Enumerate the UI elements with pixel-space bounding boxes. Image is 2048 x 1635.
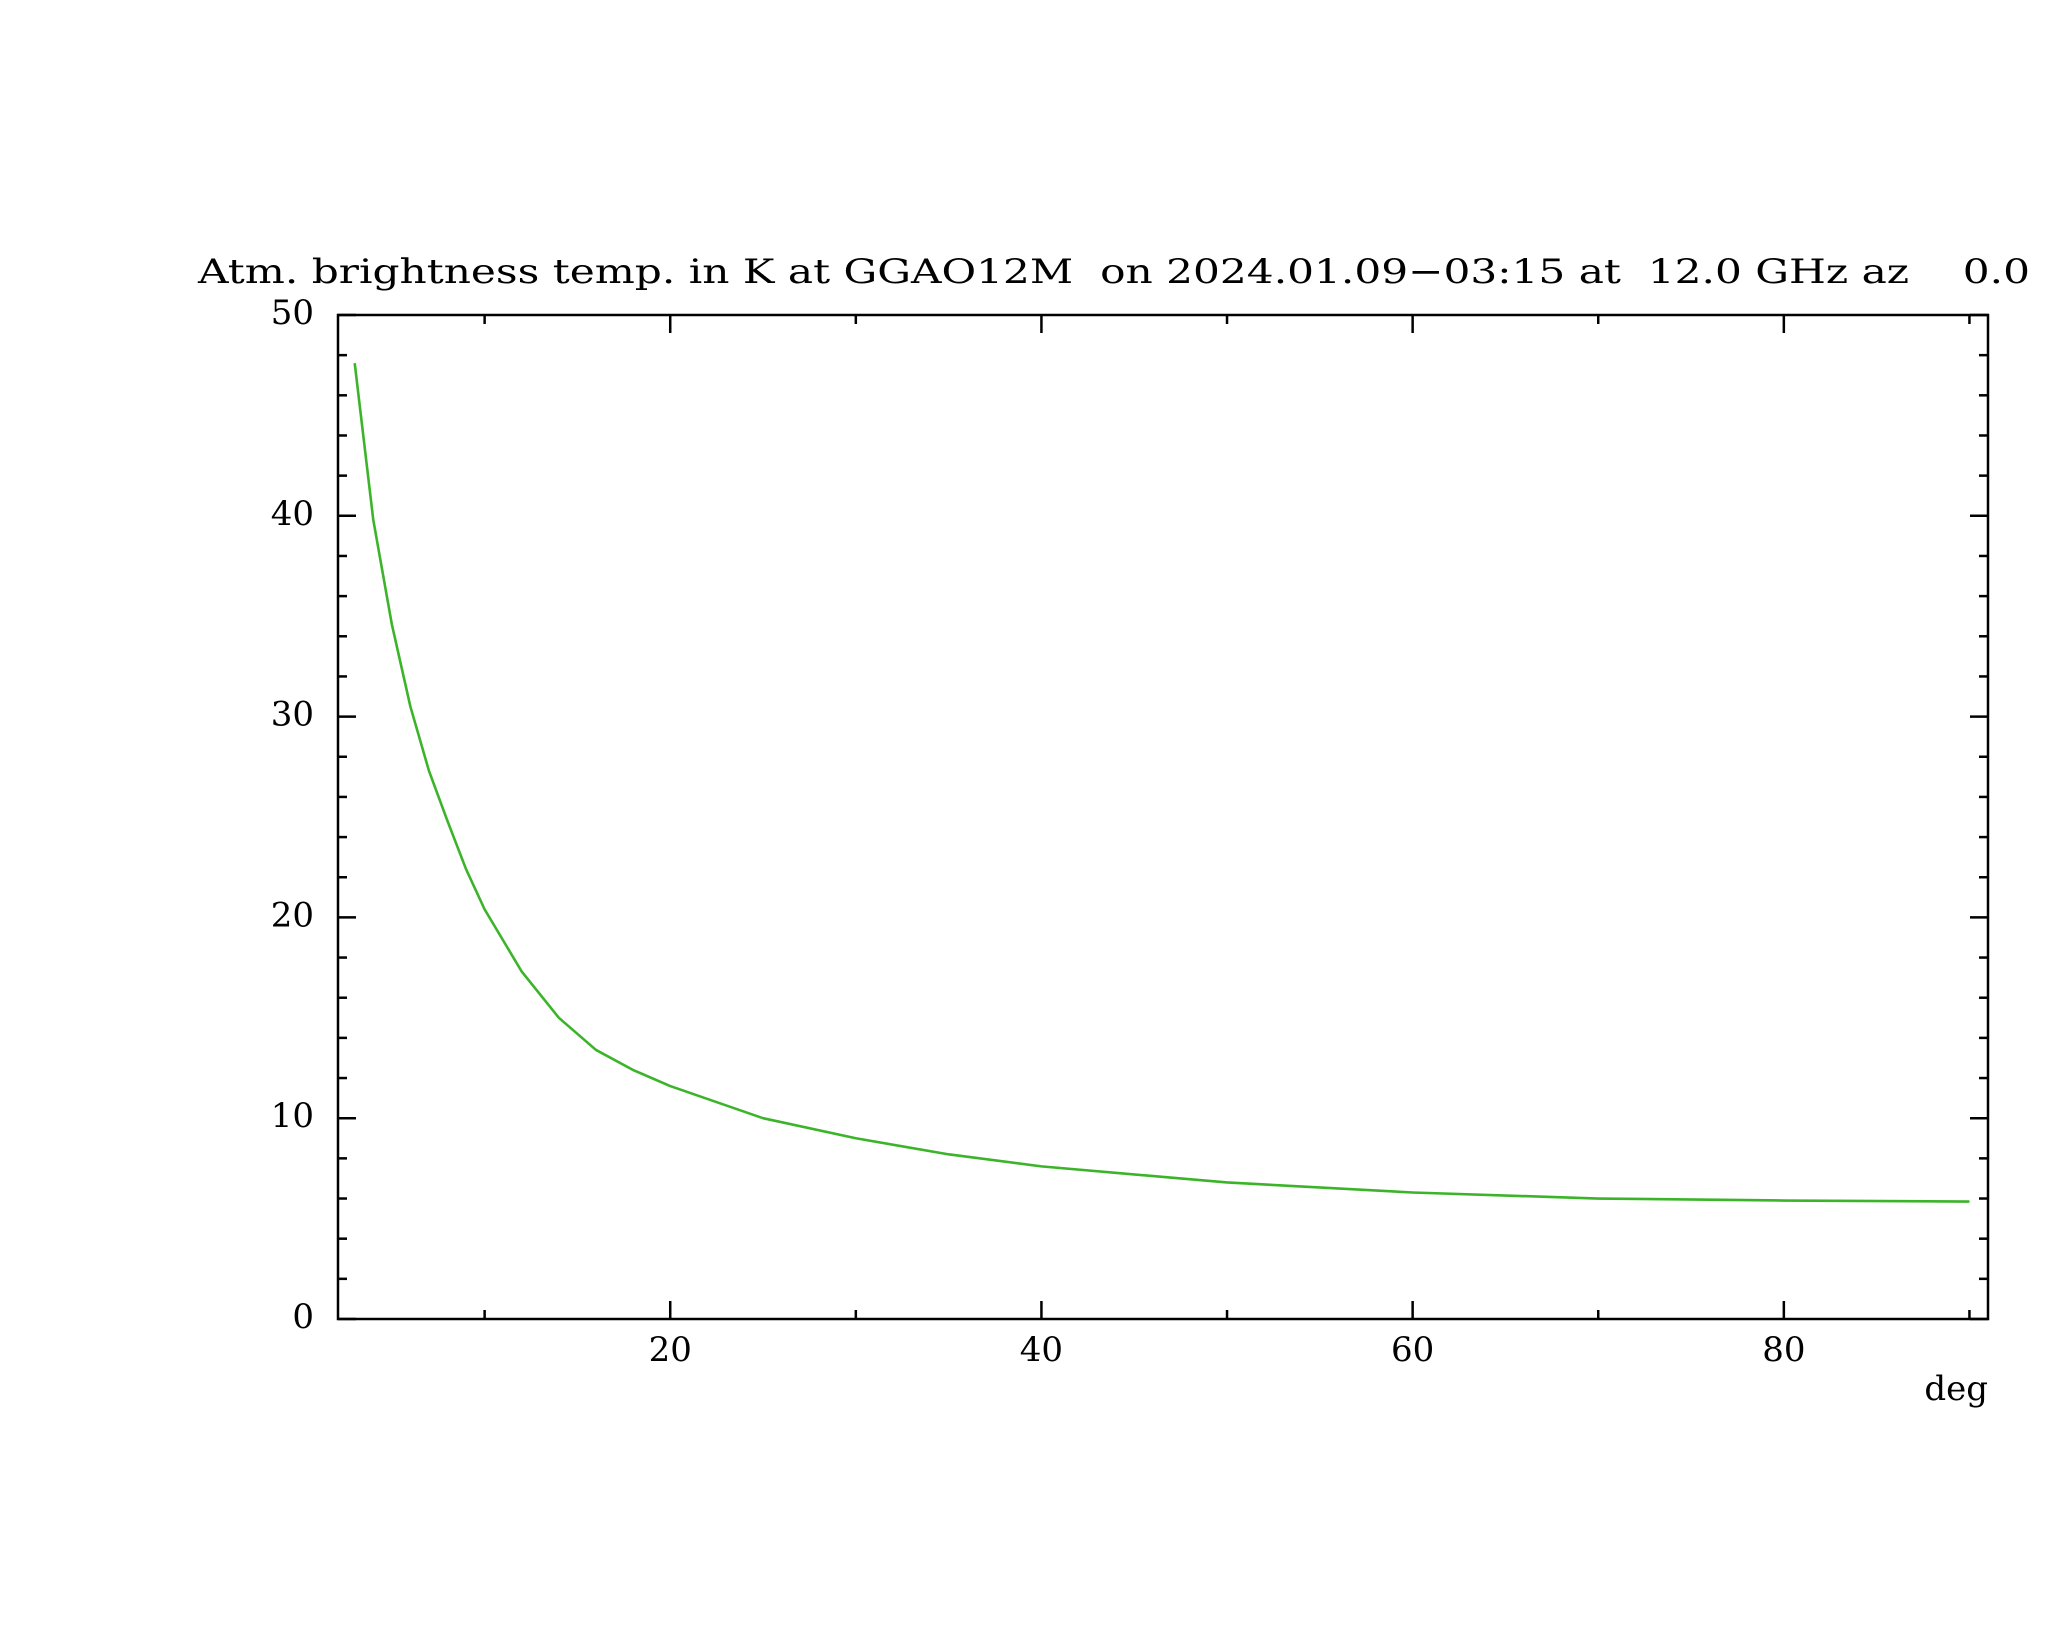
x-axis-label: deg [1924, 1369, 1988, 1409]
y-tick-label: 30 [271, 695, 314, 735]
y-tick-label: 20 [271, 895, 314, 935]
chart-title: Atm. brightness temp. in K at GGAO12M on… [197, 252, 2030, 292]
x-tick-label: 60 [1391, 1330, 1434, 1370]
x-tick-label: 80 [1762, 1330, 1805, 1370]
x-tick-label: 20 [649, 1330, 692, 1370]
data-line [353, 363, 1970, 1203]
y-tick-label: 50 [271, 293, 314, 333]
x-tick-label: 40 [1020, 1330, 1063, 1370]
y-tick-label: 40 [271, 494, 314, 534]
y-tick-label: 0 [292, 1297, 314, 1337]
plot-frame [336, 313, 1990, 1321]
y-tick-label: 10 [271, 1096, 314, 1136]
